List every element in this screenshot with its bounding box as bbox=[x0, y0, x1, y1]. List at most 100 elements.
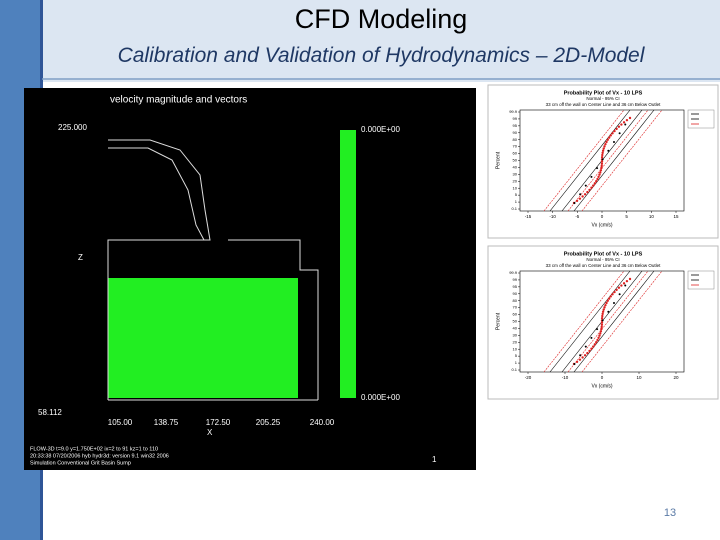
sample-point bbox=[600, 156, 604, 159]
sample-point bbox=[625, 279, 629, 283]
y-axis-label: Percent bbox=[495, 312, 501, 330]
fit-line bbox=[573, 109, 655, 212]
y-tick-label: 90 bbox=[513, 291, 518, 296]
sample-point bbox=[606, 138, 609, 141]
plot-subtitle: Normal - 95% CI bbox=[586, 96, 619, 101]
y-tick-label: 90 bbox=[513, 130, 518, 135]
sample-point bbox=[612, 301, 615, 304]
sample-point bbox=[600, 162, 604, 165]
sample-point bbox=[605, 301, 608, 305]
sample-point bbox=[575, 360, 579, 364]
sample-point bbox=[603, 306, 606, 309]
fit-line bbox=[573, 270, 655, 373]
y-tick-label: 40 bbox=[513, 164, 518, 169]
y-tick-label: 99.9 bbox=[509, 270, 518, 275]
sample-point bbox=[601, 149, 605, 152]
slide-title: CFD Modeling bbox=[294, 4, 468, 34]
x-tick-label: 0 bbox=[601, 214, 604, 219]
x-tick-label: 205.25 bbox=[256, 418, 281, 427]
sample-point bbox=[600, 325, 603, 329]
geometry-outline bbox=[107, 139, 211, 400]
sample-point bbox=[607, 297, 611, 300]
fit-line bbox=[581, 109, 663, 212]
sample-point bbox=[604, 303, 607, 307]
sample-point bbox=[596, 167, 599, 170]
sample-point bbox=[573, 363, 576, 365]
fit-line bbox=[567, 270, 649, 373]
sample-point bbox=[617, 286, 621, 289]
sample-point bbox=[596, 338, 599, 342]
x-tick-label: 10 bbox=[649, 214, 655, 219]
sample-point bbox=[598, 334, 601, 337]
sample-point bbox=[600, 317, 604, 320]
sample-point bbox=[601, 312, 604, 316]
sample-point bbox=[599, 171, 602, 174]
sample-point bbox=[575, 199, 579, 203]
sample-point bbox=[602, 308, 605, 311]
y-tick-label: 70 bbox=[513, 305, 518, 310]
sample-point bbox=[600, 160, 604, 163]
page-number: 13 bbox=[663, 507, 677, 519]
sample-point bbox=[586, 351, 589, 355]
sample-point bbox=[603, 145, 606, 148]
y-tick-label: 50 bbox=[513, 319, 518, 324]
sample-point bbox=[607, 310, 610, 313]
sample-point bbox=[595, 180, 598, 183]
x-tick-label: 5 bbox=[625, 214, 628, 219]
y-tick-label: 10 bbox=[513, 346, 518, 351]
sample-point bbox=[599, 332, 602, 335]
sample-point bbox=[586, 190, 589, 194]
sample-point bbox=[598, 173, 601, 176]
geometry-outline bbox=[228, 239, 319, 400]
sample-point bbox=[620, 284, 623, 287]
legend-box bbox=[687, 109, 715, 129]
sample-point bbox=[617, 125, 621, 128]
sample-point bbox=[599, 330, 603, 333]
sample-point bbox=[613, 129, 616, 133]
y-tick-label: 99 bbox=[513, 116, 518, 121]
sample-point bbox=[596, 177, 599, 181]
plot-note: 33 cm off the wall on Center Line and 36… bbox=[546, 263, 661, 268]
y-tick-label: 70 bbox=[513, 144, 518, 149]
sample-point bbox=[609, 134, 612, 137]
sample-point bbox=[612, 140, 615, 143]
x-tick-label: -10 bbox=[562, 375, 569, 380]
x-tick-label: 172.50 bbox=[206, 418, 231, 427]
sample-point bbox=[615, 127, 618, 131]
sample-point bbox=[584, 184, 587, 187]
sample-point bbox=[615, 288, 618, 292]
sample-point bbox=[601, 314, 604, 318]
y-tick-label: 5 bbox=[515, 192, 518, 197]
sample-point bbox=[607, 149, 610, 152]
plot-note: 33 cm off the wall on Center Line and 36… bbox=[546, 102, 661, 107]
sample-point bbox=[618, 293, 621, 296]
sample-point bbox=[593, 343, 597, 346]
sample-point bbox=[590, 175, 593, 178]
sample-point bbox=[622, 282, 626, 285]
sample-point bbox=[620, 123, 623, 126]
plot-title: Probability Plot of Vx - 10 LPS bbox=[564, 90, 643, 96]
colorbar-max: 0.000E+00 bbox=[361, 125, 400, 134]
sample-point bbox=[611, 293, 614, 296]
fit-line bbox=[549, 270, 631, 373]
y-tick-label: 60 bbox=[513, 151, 518, 156]
sample-point bbox=[600, 164, 603, 168]
sample-point bbox=[593, 182, 597, 185]
x-tick-label: 138.75 bbox=[154, 418, 179, 427]
sample-point bbox=[600, 327, 603, 331]
y-tick-label: 1 bbox=[515, 199, 518, 204]
sample-point bbox=[600, 323, 604, 326]
z-max-label: 225.000 bbox=[58, 123, 87, 132]
y-tick-label: 80 bbox=[513, 298, 518, 303]
sample-point bbox=[604, 142, 607, 146]
x-tick-label: 0 bbox=[601, 375, 604, 380]
sample-point bbox=[588, 188, 591, 192]
y-tick-label: 99 bbox=[513, 277, 518, 282]
sample-point bbox=[573, 202, 576, 204]
x-tick-label: -15 bbox=[525, 214, 532, 219]
sample-point bbox=[628, 277, 632, 281]
sample-point bbox=[592, 184, 595, 187]
sample-point bbox=[601, 310, 605, 313]
sample-point bbox=[596, 328, 599, 331]
y-tick-label: 0.1 bbox=[511, 367, 517, 372]
